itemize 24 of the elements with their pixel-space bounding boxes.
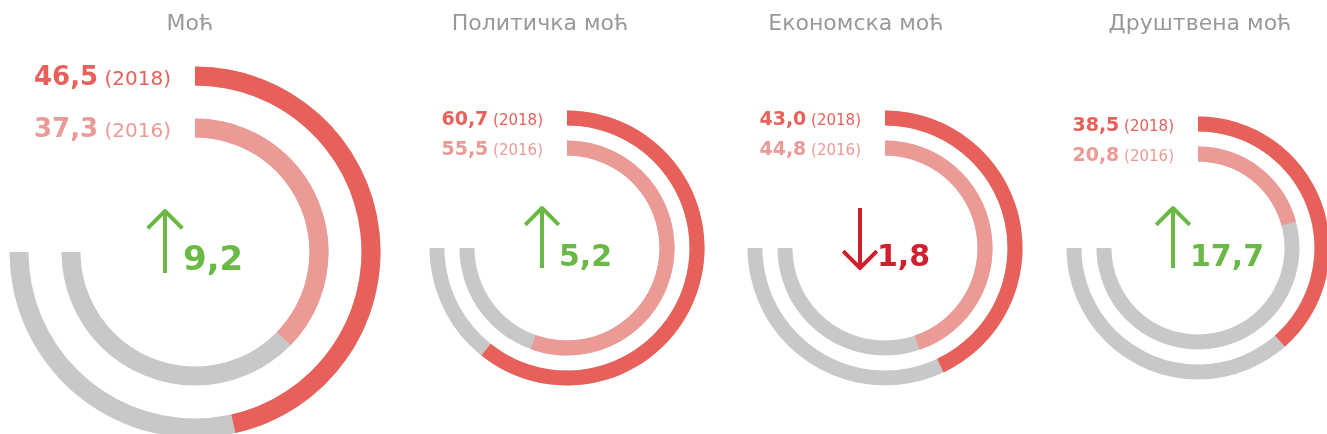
category-label: (2016) bbox=[488, 140, 543, 159]
data-label: 60,7 bbox=[441, 106, 489, 129]
text: 1,8 bbox=[877, 238, 931, 273]
data-label: 20,8 bbox=[1072, 142, 1120, 165]
data-label: 37,3 bbox=[33, 113, 99, 144]
data-label: 46,5 bbox=[33, 61, 99, 92]
category-label: (2018) bbox=[1119, 116, 1174, 135]
category-label: (2018) bbox=[98, 66, 171, 91]
text: Моћ bbox=[166, 10, 214, 35]
text: Политичка моћ bbox=[451, 10, 629, 35]
category-label: (2018) bbox=[488, 110, 543, 129]
text: Друштвена моћ bbox=[1108, 10, 1292, 35]
category-label: (2016) bbox=[98, 118, 171, 143]
text: 17,7 bbox=[1190, 238, 1265, 273]
category-label: (2016) bbox=[806, 140, 861, 159]
category-label: (2018) bbox=[806, 110, 861, 129]
category-label: (2016) bbox=[1119, 146, 1174, 165]
data-label: 43,0 bbox=[759, 106, 807, 129]
data-label: 44,8 bbox=[759, 136, 807, 159]
data-label: 55,5 bbox=[441, 136, 489, 159]
text: 9,2 bbox=[183, 238, 244, 278]
text: 5,2 bbox=[559, 238, 613, 273]
text: Економска моћ bbox=[768, 10, 944, 35]
data-label: 38,5 bbox=[1072, 112, 1120, 135]
